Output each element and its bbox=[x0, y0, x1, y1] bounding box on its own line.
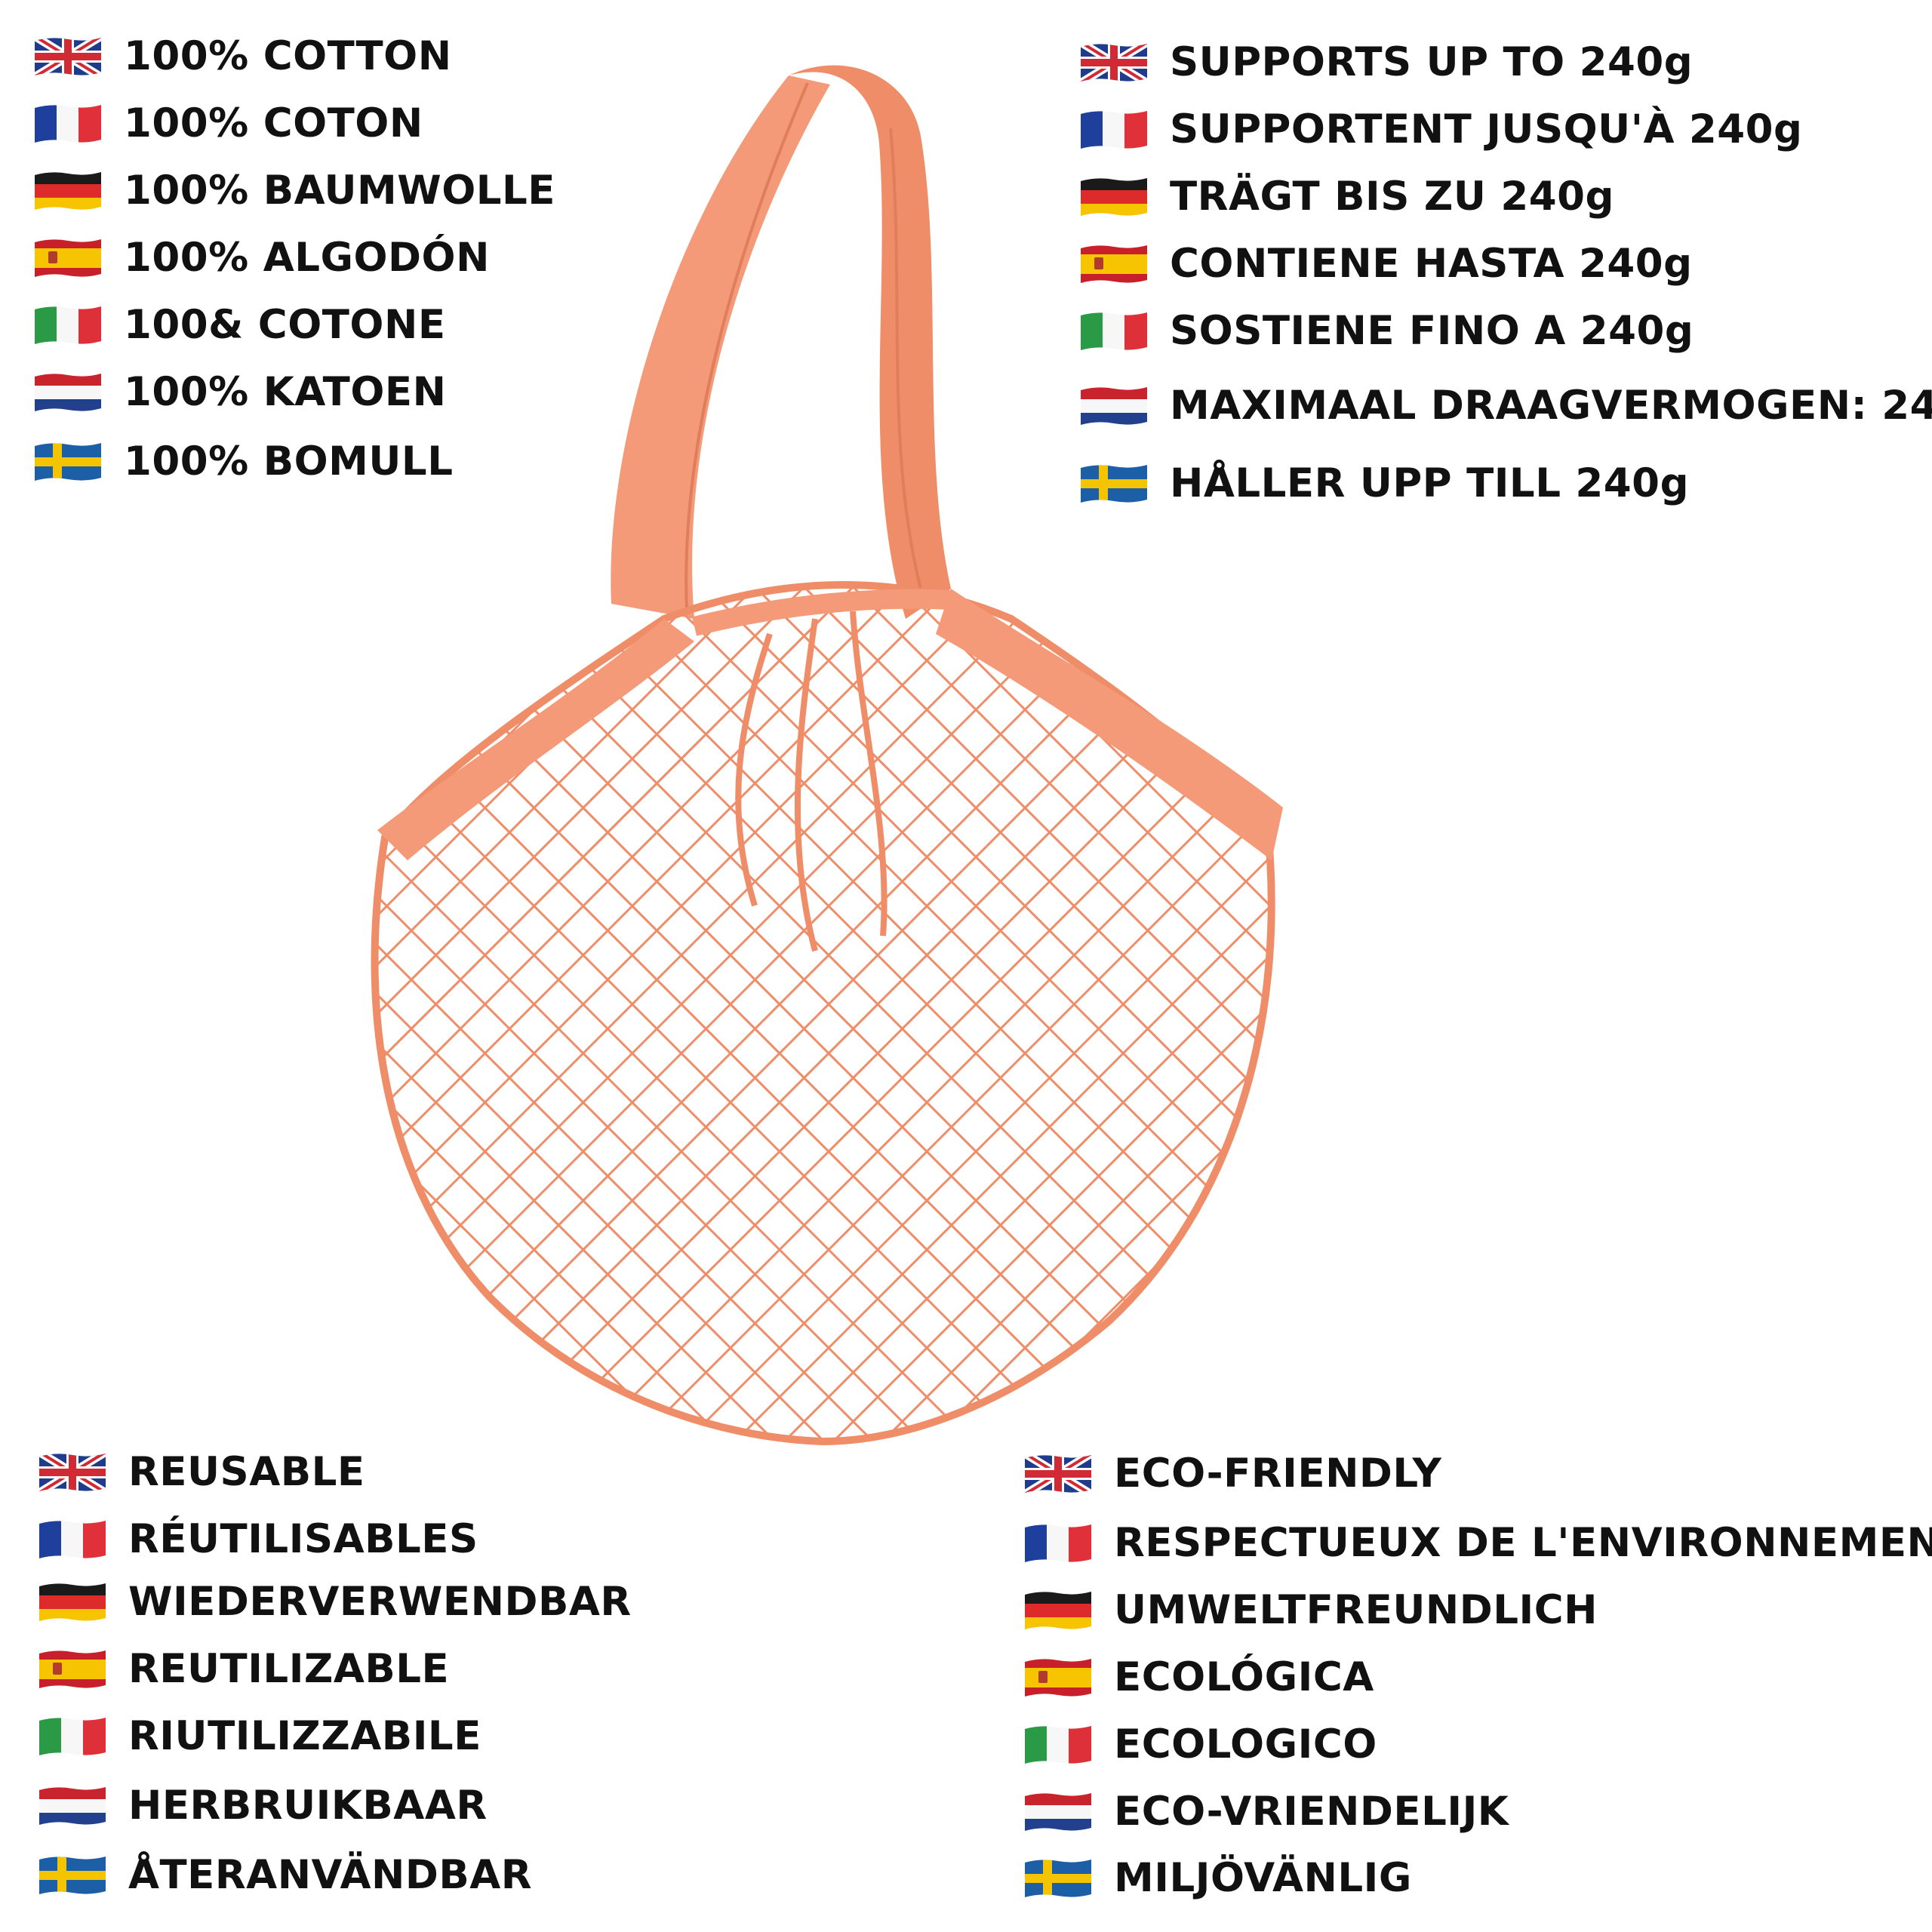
list-item: SUPPORTS UP TO 240g bbox=[1081, 39, 1693, 85]
capacity-label: SUPPORTENT JUSQU'À 240g bbox=[1170, 106, 1803, 152]
bag-body bbox=[371, 581, 1275, 1446]
list-item: 100% COTON bbox=[35, 100, 423, 146]
list-item: ÅTERANVÄNDBAR bbox=[39, 1852, 532, 1898]
germany-flag-icon bbox=[35, 171, 101, 211]
capacity-label: TRÄGT BIS ZU 240g bbox=[1170, 174, 1614, 220]
spain-flag-icon bbox=[1025, 1657, 1091, 1698]
france-flag-icon bbox=[39, 1519, 106, 1560]
italy-flag-icon bbox=[39, 1716, 106, 1757]
product-image bbox=[371, 65, 1283, 1446]
list-item: TRÄGT BIS ZU 240g bbox=[1081, 174, 1614, 220]
eco-label: ECOLOGICO bbox=[1114, 1721, 1377, 1767]
eco-label: MILJÖVÄNLIG bbox=[1114, 1855, 1412, 1901]
reusable-label: HERBRUIKBAAR bbox=[128, 1783, 488, 1829]
reusable-label: RIUTILIZZABILE bbox=[128, 1713, 481, 1759]
reusable-label: REUSABLE bbox=[128, 1449, 365, 1495]
list-item: WIEDERVERWENDBAR bbox=[39, 1579, 632, 1625]
uk-flag-icon bbox=[39, 1452, 106, 1493]
uk-flag-icon bbox=[1025, 1454, 1091, 1494]
capacity-label: CONTIENE HASTA 240g bbox=[1170, 241, 1693, 287]
list-item: ECO-VRIENDELIJK bbox=[1025, 1789, 1509, 1835]
list-item: 100% ALGODÓN bbox=[35, 235, 490, 281]
list-item: 100% KATOEN bbox=[35, 369, 446, 415]
material-label: 100% COTON bbox=[124, 100, 423, 146]
france-flag-icon bbox=[1025, 1523, 1091, 1564]
material-label: 100& COTONE bbox=[124, 302, 446, 348]
material-label: 100% BAUMWOLLE bbox=[124, 168, 556, 214]
netherlands-flag-icon bbox=[1025, 1792, 1091, 1832]
list-item: ECO-FRIENDLY bbox=[1025, 1451, 1441, 1497]
eco-label: RESPECTUEUX DE L'ENVIRONNEMENT bbox=[1114, 1520, 1932, 1566]
material-label: 100% BOMULL bbox=[124, 438, 454, 485]
list-item: HERBRUIKBAAR bbox=[39, 1783, 488, 1829]
list-item: 100& COTONE bbox=[35, 302, 446, 348]
sweden-flag-icon bbox=[1025, 1858, 1091, 1899]
list-item: RESPECTUEUX DE L'ENVIRONNEMENT bbox=[1025, 1520, 1932, 1566]
spain-flag-icon bbox=[35, 238, 101, 278]
list-item: ECOLOGICO bbox=[1025, 1721, 1377, 1767]
capacity-label: SUPPORTS UP TO 240g bbox=[1170, 39, 1694, 85]
sweden-flag-icon bbox=[35, 441, 101, 482]
reusable-label: ÅTERANVÄNDBAR bbox=[128, 1852, 533, 1898]
sweden-flag-icon bbox=[39, 1855, 106, 1896]
list-item: 100% COTTON bbox=[35, 33, 452, 79]
list-item: SOSTIENE FINO A 240g bbox=[1081, 308, 1694, 354]
material-group: 100% COTTON 100% COTON 100% BAUMWOLLE 10… bbox=[35, 33, 608, 494]
capacity-label: MAXIMAAL DRAAGVERMOGEN: 240g bbox=[1170, 383, 1932, 429]
germany-flag-icon bbox=[39, 1582, 106, 1623]
netherlands-flag-icon bbox=[39, 1786, 106, 1826]
reusable-label: REUTILIZABLE bbox=[128, 1646, 450, 1692]
eco-label: ECO-VRIENDELIJK bbox=[1114, 1789, 1509, 1835]
spain-flag-icon bbox=[39, 1649, 106, 1690]
france-flag-icon bbox=[35, 103, 101, 144]
list-item: SUPPORTENT JUSQU'À 240g bbox=[1081, 106, 1803, 152]
italy-flag-icon bbox=[35, 305, 101, 346]
reusable-label: RÉUTILISABLES bbox=[128, 1516, 478, 1562]
list-item: REUTILIZABLE bbox=[39, 1646, 449, 1692]
capacity-label: HÅLLER UPP TILL 240g bbox=[1170, 460, 1690, 506]
list-item: 100% BAUMWOLLE bbox=[35, 168, 555, 214]
capacity-group: SUPPORTS UP TO 240g SUPPORTENT JUSQU'À 2… bbox=[1081, 39, 1932, 522]
italy-flag-icon bbox=[1025, 1724, 1091, 1765]
material-label: 100% COTTON bbox=[124, 33, 452, 79]
bag-handle-right bbox=[789, 65, 951, 619]
bag-rim bbox=[377, 619, 694, 860]
list-item: MILJÖVÄNLIG bbox=[1025, 1855, 1412, 1901]
list-item: 100% BOMULL bbox=[35, 438, 453, 485]
bag-handle-left bbox=[611, 75, 830, 619]
reusable-label: WIEDERVERWENDBAR bbox=[128, 1579, 632, 1625]
list-item: RÉUTILISABLES bbox=[39, 1516, 478, 1562]
germany-flag-icon bbox=[1025, 1590, 1091, 1631]
list-item: CONTIENE HASTA 240g bbox=[1081, 241, 1693, 287]
eco-label: ECO-FRIENDLY bbox=[1114, 1451, 1442, 1497]
uk-flag-icon bbox=[35, 36, 101, 77]
material-label: 100% ALGODÓN bbox=[124, 235, 490, 281]
list-item: UMWELTFREUNDLICH bbox=[1025, 1587, 1598, 1633]
material-label: 100% KATOEN bbox=[124, 369, 447, 415]
reusable-group: REUSABLE RÉUTILISABLES WIEDERVERWENDBAR … bbox=[39, 1449, 643, 1902]
list-item: ECOLÓGICA bbox=[1025, 1654, 1374, 1700]
eco-group: ECO-FRIENDLY RESPECTUEUX DE L'ENVIRONNEM… bbox=[1025, 1451, 1932, 1903]
eco-label: UMWELTFREUNDLICH bbox=[1114, 1587, 1598, 1633]
list-item: REUSABLE bbox=[39, 1449, 365, 1495]
capacity-label: SOSTIENE FINO A 240g bbox=[1170, 308, 1694, 354]
netherlands-flag-icon bbox=[35, 372, 101, 413]
list-item: MAXIMAAL DRAAGVERMOGEN: 240g bbox=[1081, 383, 1932, 429]
eco-label: ECOLÓGICA bbox=[1114, 1654, 1374, 1700]
list-item: HÅLLER UPP TILL 240g bbox=[1081, 460, 1689, 506]
list-item: RIUTILIZZABILE bbox=[39, 1713, 481, 1759]
